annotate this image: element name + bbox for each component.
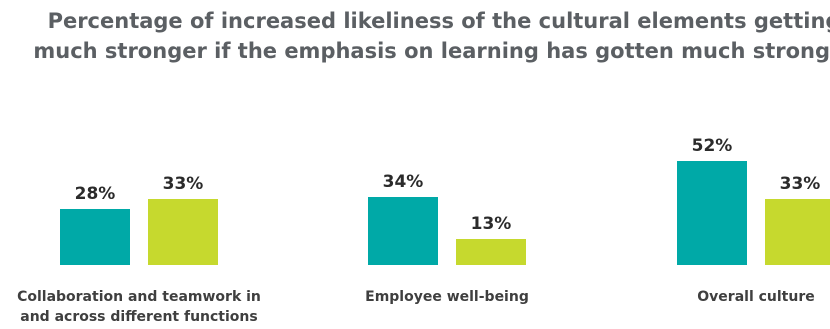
- category-labels: Collaboration and teamwork in and across …: [17, 289, 815, 325]
- value-label-1-series-2: 33%: [163, 174, 204, 194]
- bar-1-series-1: [60, 209, 130, 265]
- chart-title-line-1: Percentage of increased likeliness of th…: [48, 9, 830, 33]
- value-labels: 28% 33% 34% 13% 52% 33%: [75, 136, 821, 234]
- value-label-3-series-2: 33%: [780, 174, 821, 194]
- bar-2-series-1: [368, 197, 438, 265]
- bar-3-series-1: [677, 161, 747, 265]
- category-label-3-line-1: Overall culture: [697, 289, 814, 305]
- category-label-2-line-1: Employee well-being: [365, 289, 529, 305]
- bar-3-series-2: [765, 199, 830, 265]
- category-label-1-line-1: Collaboration and teamwork in: [17, 289, 261, 305]
- bar-2-series-2: [456, 239, 526, 265]
- value-label-2-series-1: 34%: [383, 172, 424, 192]
- chart-title-line-2: much stronger if the emphasis on learnin…: [33, 39, 830, 63]
- bars: [60, 161, 830, 265]
- chart-title: Percentage of increased likeliness of th…: [33, 9, 830, 63]
- value-label-2-series-2: 13%: [471, 214, 512, 234]
- category-label-1-line-2: and across different functions: [20, 309, 257, 325]
- value-label-1-series-1: 28%: [75, 184, 116, 204]
- bar-1-series-2: [148, 199, 218, 265]
- value-label-3-series-1: 52%: [692, 136, 733, 156]
